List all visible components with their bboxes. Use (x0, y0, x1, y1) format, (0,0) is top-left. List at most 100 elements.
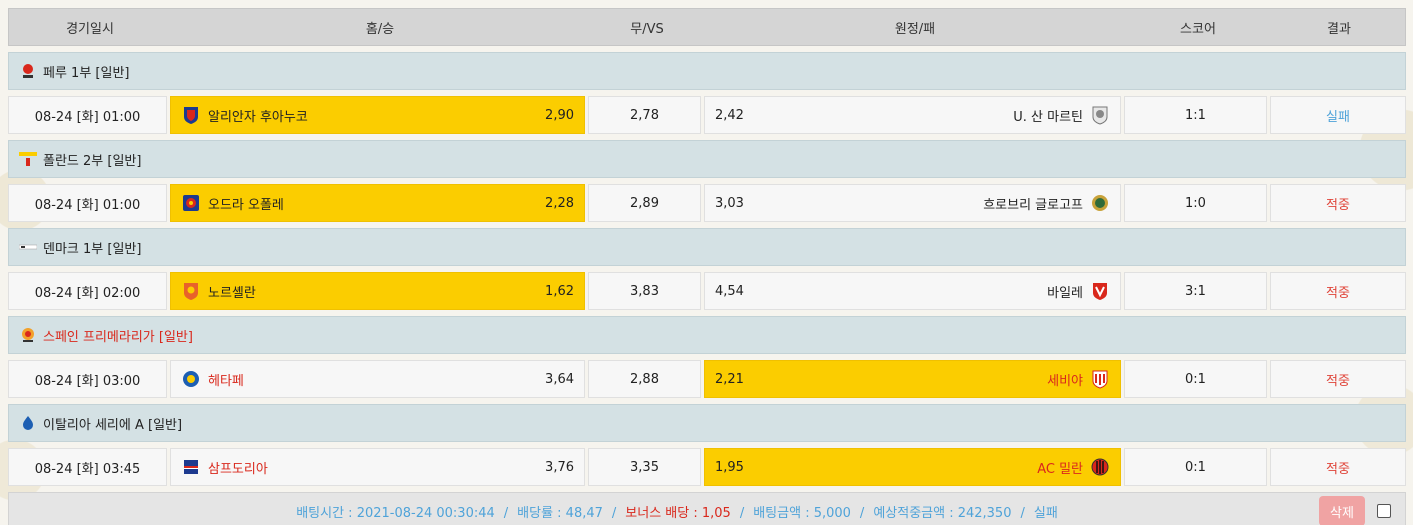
match-date: 08-24 [화] 01:00 (8, 184, 167, 222)
away-odds: 3,03 (715, 195, 744, 211)
table-header: 경기일시 홈/승 무/VS 원정/패 스코어 결과 (8, 8, 1406, 46)
match-row: 08-24 [화] 03:45 삼프도리아 3,76 3,35 1,95 AC … (8, 448, 1406, 486)
away-team-name: AC 밀란 (1037, 461, 1083, 477)
match-date: 08-24 [화] 01:00 (8, 96, 167, 134)
league-name: 폴란드 2부 [일반] (43, 153, 142, 169)
home-odds-button[interactable]: 오드라 오폴레 2,28 (170, 184, 585, 222)
match-score: 1:1 (1124, 96, 1267, 134)
draw-odds-button[interactable]: 2,89 (588, 184, 701, 222)
draw-odds-button[interactable]: 3,35 (588, 448, 701, 486)
getafe-crest-icon (181, 369, 201, 389)
alianza-huanuco-crest-icon (181, 105, 201, 125)
home-odds-button[interactable]: 삼프도리아 3,76 (170, 448, 585, 486)
away-team-name: U. 산 마르틴 (1013, 109, 1083, 125)
bet-summary: 배팅시간 : 2021-08-24 00:30:44/배당률 : 48,47/보… (296, 505, 1058, 521)
match-row: 08-24 [화] 02:00 노르셸란 1,62 3,83 4,54 바일레 … (8, 272, 1406, 310)
home-odds: 1,62 (545, 283, 574, 299)
match-date: 08-24 [화] 03:45 (8, 448, 167, 486)
league-name: 이탈리아 세리에 A [일반] (43, 417, 183, 433)
away-team-name: 세비야 (1047, 373, 1083, 389)
away-team-name: 흐로브리 글로고프 (983, 197, 1083, 213)
header-result: 결과 (1327, 21, 1351, 37)
away-odds-button[interactable]: 3,03 흐로브리 글로고프 (704, 184, 1121, 222)
serie-a-icon (19, 414, 37, 432)
match-date: 08-24 [화] 02:00 (8, 272, 167, 310)
home-odds-button[interactable]: 헤타페 3,64 (170, 360, 585, 398)
match-result: 적중 (1270, 184, 1406, 222)
league-row: 폴란드 2부 [일반] (8, 140, 1406, 178)
home-team-name: 헤타페 (208, 373, 244, 389)
header-score: 스코어 (1180, 21, 1216, 37)
match-score: 3:1 (1124, 272, 1267, 310)
header-date: 경기일시 (66, 21, 114, 37)
home-odds: 3,64 (545, 371, 574, 387)
draw-odds-button[interactable]: 3,83 (588, 272, 701, 310)
away-odds-button[interactable]: 4,54 바일레 (704, 272, 1121, 310)
away-odds-button[interactable]: 2,42 U. 산 마르틴 (704, 96, 1121, 134)
total-odds: 배당률 : 48,47 (517, 505, 603, 521)
away-odds-button[interactable]: 2,21 세비야 (704, 360, 1121, 398)
sevilla-crest-icon (1090, 369, 1110, 389)
match-result: 적중 (1270, 272, 1406, 310)
league-row: 페루 1부 [일반] (8, 52, 1406, 90)
match-score: 0:1 (1124, 360, 1267, 398)
draw-odds: 2,89 (630, 195, 659, 211)
chrobry-glogow-crest-icon (1090, 193, 1110, 213)
bet-summary-bar: 배팅시간 : 2021-08-24 00:30:44/배당률 : 48,47/보… (8, 492, 1406, 525)
draw-odds-button[interactable]: 2,78 (588, 96, 701, 134)
match-result: 실패 (1270, 96, 1406, 134)
draw-odds: 2,88 (630, 371, 659, 387)
match-result: 적중 (1270, 360, 1406, 398)
match-score: 0:1 (1124, 448, 1267, 486)
away-odds: 1,95 (715, 459, 744, 475)
home-odds: 2,28 (545, 195, 574, 211)
home-odds: 3,76 (545, 459, 574, 475)
match-score: 1:0 (1124, 184, 1267, 222)
vejle-crest-icon (1090, 281, 1110, 301)
league-row: 덴마크 1부 [일반] (8, 228, 1406, 266)
home-team-name: 알리안자 후아누코 (208, 109, 308, 125)
draw-odds: 2,78 (630, 107, 659, 123)
away-team-name: 바일레 (1047, 285, 1083, 301)
away-odds: 2,21 (715, 371, 744, 387)
bonus-odds: 보너스 배당 : 1,05 (625, 505, 731, 521)
match-row: 08-24 [화] 03:00 헤타페 3,64 2,88 2,21 세비야 0… (8, 360, 1406, 398)
draw-odds: 3,83 (630, 283, 659, 299)
select-checkbox[interactable] (1377, 504, 1391, 518)
bet-status: 실패 (1033, 505, 1058, 521)
league-name: 스페인 프리메라리가 [일반] (43, 329, 193, 345)
header-draw: 무/VS (630, 21, 664, 37)
league-name: 덴마크 1부 [일반] (43, 241, 142, 257)
expected-win: 예상적중금액 : 242,350 (873, 505, 1012, 521)
match-result: 적중 (1270, 448, 1406, 486)
san-martin-crest-icon (1090, 105, 1110, 125)
bet-amount: 배팅금액 : 5,000 (753, 505, 851, 521)
sampdoria-crest-icon (181, 457, 201, 477)
draw-odds-button[interactable]: 2,88 (588, 360, 701, 398)
home-team-name: 오드라 오폴레 (208, 197, 284, 213)
away-odds: 4,54 (715, 283, 744, 299)
match-row: 08-24 [화] 01:00 알리안자 후아누코 2,90 2,78 2,42… (8, 96, 1406, 134)
draw-odds: 3,35 (630, 459, 659, 475)
peru-league-icon (19, 62, 37, 80)
home-team-name: 삼프도리아 (208, 461, 268, 477)
home-odds-button[interactable]: 노르셸란 1,62 (170, 272, 585, 310)
bet-history-table: 경기일시 홈/승 무/VS 원정/패 스코어 결과 페루 1부 [일반] 08-… (8, 8, 1406, 525)
poland-league-icon (19, 150, 37, 168)
denmark-league-icon (19, 238, 37, 256)
laliga-icon (19, 326, 37, 344)
home-odds: 2,90 (545, 107, 574, 123)
header-home: 홈/승 (365, 21, 395, 37)
home-odds-button[interactable]: 알리안자 후아누코 2,90 (170, 96, 585, 134)
odra-opole-crest-icon (181, 193, 201, 213)
away-odds-button[interactable]: 1,95 AC 밀란 (704, 448, 1121, 486)
match-date: 08-24 [화] 03:00 (8, 360, 167, 398)
match-row: 08-24 [화] 01:00 오드라 오폴레 2,28 2,89 3,03 흐… (8, 184, 1406, 222)
bet-time: 배팅시간 : 2021-08-24 00:30:44 (296, 505, 495, 521)
nordsjaelland-crest-icon (181, 281, 201, 301)
league-name: 페루 1부 [일반] (43, 65, 130, 81)
home-team-name: 노르셸란 (208, 285, 256, 301)
ac-milan-crest-icon (1090, 457, 1110, 477)
header-away: 원정/패 (894, 21, 936, 37)
delete-button[interactable]: 삭제 (1319, 496, 1365, 525)
